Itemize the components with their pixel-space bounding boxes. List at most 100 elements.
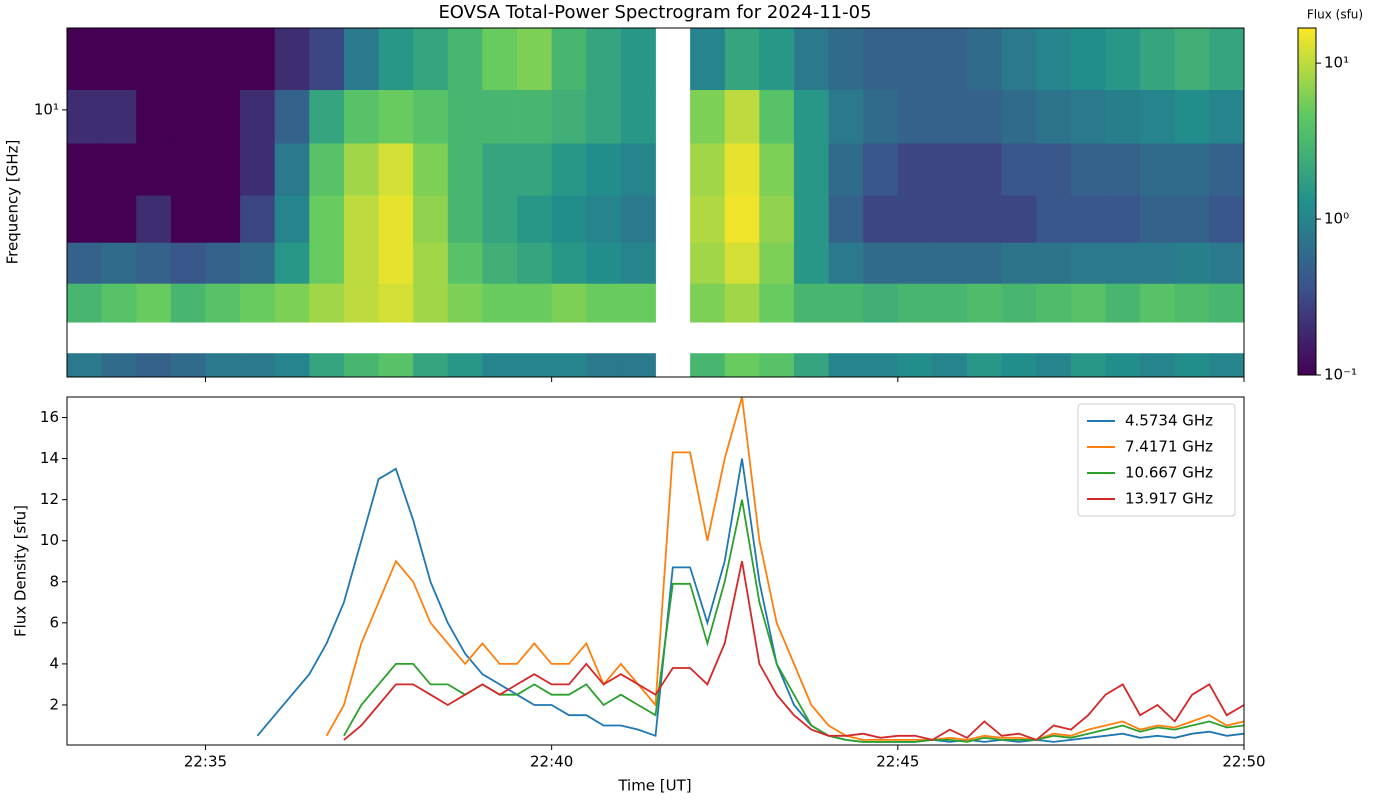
heatmap-cell — [967, 143, 1003, 196]
heatmap-cell — [1140, 195, 1176, 244]
heatmap-cell — [1036, 242, 1072, 285]
heatmap-cell — [724, 195, 760, 244]
heatmap-cell — [1105, 195, 1141, 244]
heatmap-cell — [170, 28, 206, 91]
heatmap-cell — [1140, 90, 1176, 144]
heatmap-cell — [897, 283, 933, 323]
heatmap-cell — [1070, 353, 1106, 378]
heatmap-cell — [759, 283, 795, 323]
heatmap-cell — [274, 90, 310, 144]
heatmap-cell — [863, 195, 899, 244]
heatmap-cell — [1174, 195, 1210, 244]
heatmap-cell — [136, 143, 172, 196]
heatmap-cell — [309, 90, 345, 144]
y-axis-label: Frequency [GHz] — [4, 140, 22, 265]
heatmap-cell — [1001, 143, 1037, 196]
heatmap-cell — [1105, 353, 1141, 378]
heatmap-cell — [447, 90, 483, 144]
heatmap-cell — [482, 353, 518, 378]
heatmap-cell — [1209, 195, 1245, 244]
heatmap-cell — [897, 90, 933, 144]
heatmap-cell — [343, 28, 379, 91]
heatmap-cell — [205, 353, 241, 378]
heatmap-cell — [1036, 283, 1072, 323]
heatmap-cell — [1036, 195, 1072, 244]
heatmap-cell — [136, 283, 172, 323]
heatmap-cell — [101, 28, 137, 91]
heatmap-cell — [1105, 90, 1141, 144]
heatmap-cell — [932, 195, 968, 244]
heatmap-cell — [793, 90, 829, 144]
heatmap-cell — [1001, 28, 1037, 91]
heatmap-cell — [309, 28, 345, 91]
heatmap-cell — [378, 283, 414, 323]
heatmap-cell — [1001, 195, 1037, 244]
legend-label: 13.917 GHz — [1125, 490, 1213, 508]
heatmap-cell — [170, 195, 206, 244]
heatmap-cell — [967, 242, 1003, 285]
heatmap — [67, 28, 1245, 378]
colorbar-tick-label: 10¹ — [1324, 54, 1349, 72]
heatmap-cell — [240, 28, 276, 91]
heatmap-cell — [759, 143, 795, 196]
heatmap-cell — [170, 90, 206, 144]
colorbar-tick-label: 10⁻¹ — [1324, 366, 1357, 384]
heatmap-cell — [690, 28, 726, 91]
heatmap-cell — [551, 28, 587, 91]
y-tick-label: 14 — [40, 449, 59, 467]
heatmap-cell — [793, 283, 829, 323]
plot-frame — [66, 396, 1245, 746]
heatmap-cell — [274, 28, 310, 91]
heatmap-cell — [1070, 143, 1106, 196]
heatmap-cell — [309, 283, 345, 323]
series-line — [343, 561, 1244, 741]
heatmap-cell — [482, 242, 518, 285]
heatmap-cell — [1174, 353, 1210, 378]
heatmap-cell — [620, 283, 656, 323]
heatmap-cell — [274, 283, 310, 323]
heatmap-cell — [205, 283, 241, 323]
heatmap-cell — [1209, 283, 1245, 323]
heatmap-cell — [724, 90, 760, 144]
heatmap-cell — [551, 242, 587, 285]
heatmap-cell — [551, 195, 587, 244]
heatmap-cell — [1070, 28, 1106, 91]
heatmap-cell — [517, 353, 553, 378]
heatmap-cell — [793, 242, 829, 285]
heatmap-cell — [413, 283, 449, 323]
heatmap-cell — [378, 143, 414, 196]
heatmap-cell — [863, 90, 899, 144]
heatmap-cell — [101, 90, 137, 144]
heatmap-cell — [620, 90, 656, 144]
heatmap-cell — [690, 283, 726, 323]
heatmap-cell — [1140, 28, 1176, 91]
heatmap-cell — [793, 28, 829, 91]
heatmap-cell — [586, 283, 622, 323]
heatmap-cell — [586, 143, 622, 196]
heatmap-cell — [517, 195, 553, 244]
heatmap-cell — [759, 242, 795, 285]
heatmap-cell — [897, 242, 933, 285]
heatmap-cell — [1174, 28, 1210, 91]
y-tick-label: 8 — [49, 572, 59, 590]
heatmap-cell — [170, 242, 206, 285]
heatmap-cell — [343, 143, 379, 196]
heatmap-cell — [932, 242, 968, 285]
legend-label: 4.5734 GHz — [1125, 412, 1213, 430]
heatmap-cell — [447, 283, 483, 323]
heatmap-cell — [793, 143, 829, 196]
heatmap-cell — [1209, 143, 1245, 196]
heatmap-cell — [586, 28, 622, 91]
heatmap-cell — [759, 195, 795, 244]
heatmap-cell — [724, 353, 760, 378]
colorbar-tick-label: 10⁰ — [1324, 210, 1349, 228]
heatmap-cell — [724, 283, 760, 323]
heatmap-cell — [1001, 90, 1037, 144]
heatmap-cell — [1174, 143, 1210, 196]
y-axis-label: Flux Density [sfu] — [12, 505, 30, 637]
heatmap-cell — [517, 283, 553, 323]
heatmap-cell — [724, 242, 760, 285]
heatmap-cell — [101, 283, 137, 323]
heatmap-cell — [378, 353, 414, 378]
heatmap-cell — [586, 195, 622, 244]
